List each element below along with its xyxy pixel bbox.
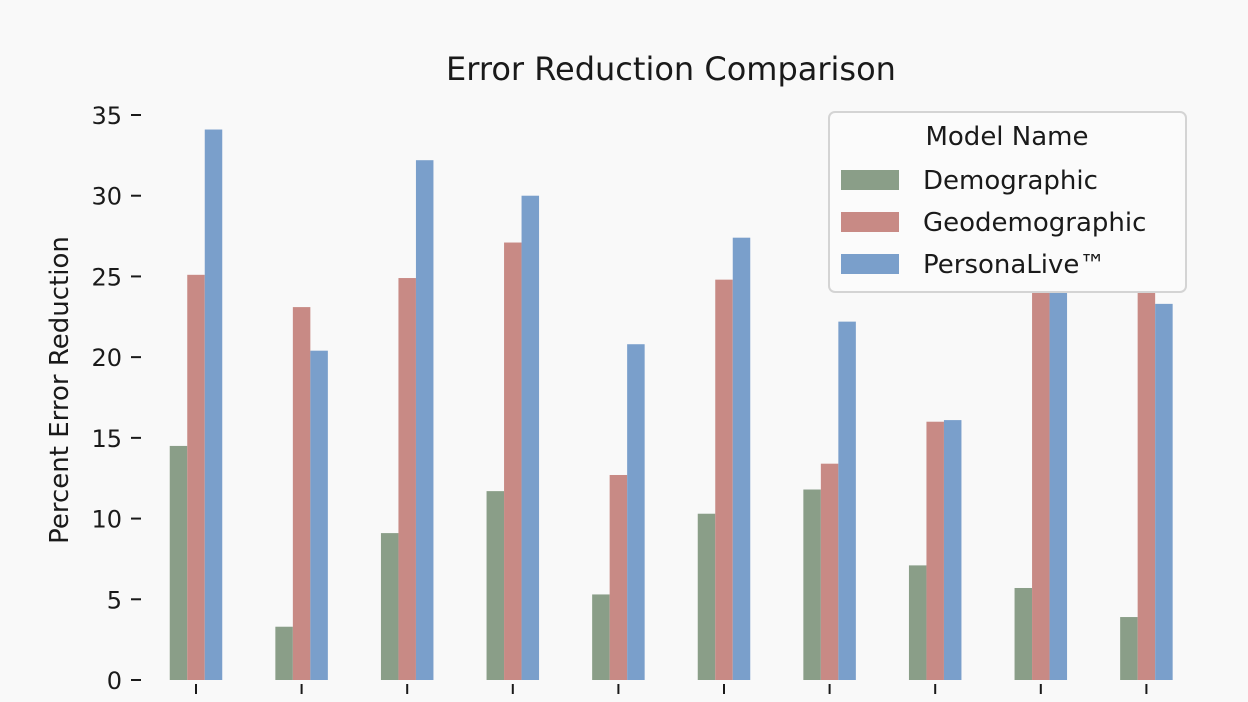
y-tick-label: 10 <box>91 506 122 534</box>
bar <box>415 160 434 680</box>
bar <box>204 129 223 680</box>
y-tick-label: 30 <box>91 183 122 211</box>
y-axis-label: Percent Error Reduction <box>45 236 75 544</box>
bar <box>908 565 927 680</box>
bar <box>1155 303 1173 680</box>
bar <box>926 421 944 680</box>
bar <box>380 533 399 680</box>
bar <box>1014 587 1033 680</box>
legend-swatch <box>841 254 899 274</box>
legend-label: Geodemographic <box>923 208 1146 238</box>
legend-title: Model Name <box>925 122 1088 152</box>
bar <box>169 445 188 680</box>
bar <box>627 344 645 680</box>
y-axis: 0 5 10 15 20 25 30 35 <box>91 102 141 695</box>
y-tick-label: 35 <box>91 102 122 130</box>
legend-label: PersonaLive™ <box>923 250 1105 280</box>
bar <box>310 350 328 680</box>
legend-box <box>828 111 1187 293</box>
bar <box>609 474 628 680</box>
x-axis <box>195 684 1148 694</box>
bar <box>820 463 839 680</box>
y-tick-label: 5 <box>107 586 122 614</box>
legend-label: Demographic <box>923 166 1098 196</box>
bar <box>398 278 416 680</box>
bars <box>169 129 1173 680</box>
y-tick-label: 20 <box>91 344 122 372</box>
bar <box>1049 247 1068 680</box>
bar <box>521 195 540 680</box>
legend-swatch <box>841 212 899 232</box>
bar <box>1032 252 1050 680</box>
y-tick-label: 25 <box>91 263 122 291</box>
legend: Model Name Demographic Geodemographic Pers… <box>828 111 1187 293</box>
bar <box>1120 617 1138 680</box>
bar <box>292 307 311 680</box>
legend-swatch <box>841 170 899 190</box>
bar <box>486 491 505 680</box>
y-tick-label: 0 <box>107 667 122 695</box>
bar <box>838 321 856 680</box>
bar <box>275 626 293 680</box>
bar <box>715 279 733 680</box>
legend-items: Demographic Geodemographic PersonaLive™ <box>841 166 1146 280</box>
chart-title: Error Reduction Comparison <box>446 50 896 88</box>
bar <box>732 237 751 680</box>
bar <box>504 242 522 680</box>
bar <box>943 420 962 680</box>
bar <box>1137 292 1156 680</box>
bar <box>187 274 205 680</box>
y-tick-label: 15 <box>91 425 122 453</box>
bar <box>697 513 716 680</box>
bar <box>803 489 821 680</box>
bar <box>592 594 610 680</box>
